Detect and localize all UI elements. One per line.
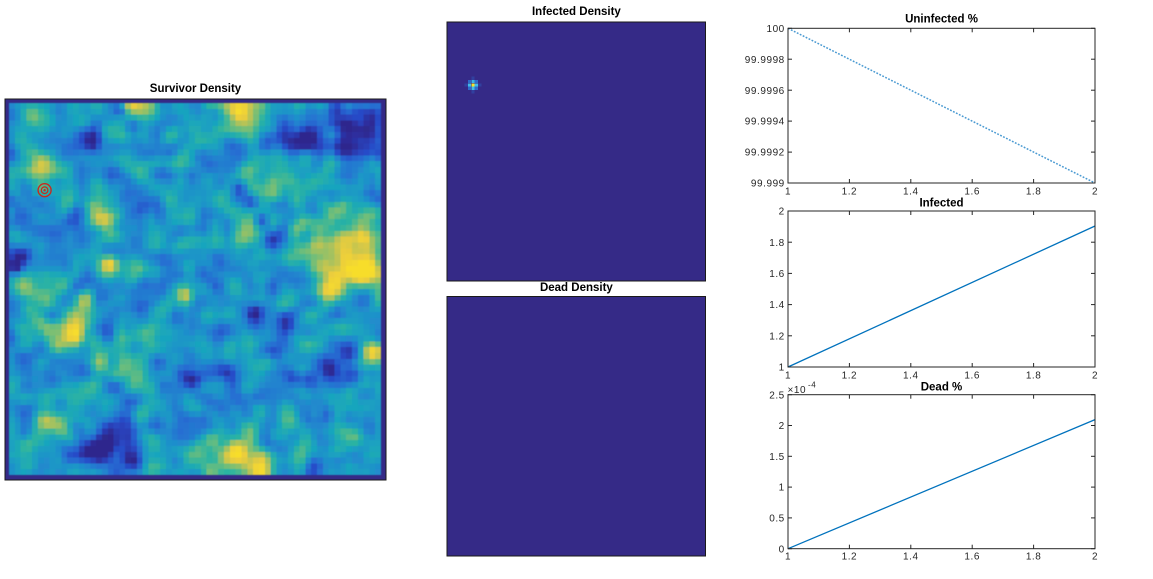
svg-text:1.8: 1.8 bbox=[769, 238, 785, 249]
svg-text:99.9994: 99.9994 bbox=[745, 117, 785, 128]
svg-text:2: 2 bbox=[779, 421, 785, 432]
svg-text:99.999: 99.999 bbox=[751, 179, 785, 190]
svg-text:1.6: 1.6 bbox=[964, 371, 980, 382]
svg-text:2.5: 2.5 bbox=[769, 390, 785, 401]
svg-text:2: 2 bbox=[1092, 552, 1098, 563]
svg-text:2: 2 bbox=[1092, 187, 1098, 198]
svg-text:1.6: 1.6 bbox=[964, 187, 980, 198]
svg-text:1.6: 1.6 bbox=[964, 552, 980, 563]
svg-text:1.2: 1.2 bbox=[842, 552, 858, 563]
svg-text:2: 2 bbox=[1092, 371, 1098, 382]
svg-text:100: 100 bbox=[766, 24, 784, 35]
svg-text:1: 1 bbox=[779, 363, 785, 374]
svg-text:Uninfected %: Uninfected % bbox=[905, 14, 978, 26]
svg-text:1.8: 1.8 bbox=[1026, 371, 1042, 382]
svg-text:Dead %: Dead % bbox=[921, 382, 963, 394]
svg-text:1.8: 1.8 bbox=[1026, 187, 1042, 198]
svg-text:99.9996: 99.9996 bbox=[745, 86, 785, 97]
svg-text:1.4: 1.4 bbox=[903, 552, 919, 563]
svg-text:1: 1 bbox=[785, 371, 791, 382]
svg-text:-4: -4 bbox=[808, 381, 816, 390]
svg-text:0.5: 0.5 bbox=[769, 514, 785, 525]
svg-text:99.9992: 99.9992 bbox=[745, 148, 785, 159]
svg-text:1.4: 1.4 bbox=[903, 187, 919, 198]
svg-text:1.5: 1.5 bbox=[769, 452, 785, 463]
svg-text:Infected: Infected bbox=[919, 198, 963, 210]
svg-text:1: 1 bbox=[785, 552, 791, 563]
svg-text:1.6: 1.6 bbox=[769, 269, 785, 280]
svg-text:1.4: 1.4 bbox=[769, 300, 785, 311]
svg-text:1.2: 1.2 bbox=[842, 187, 858, 198]
svg-text:1.8: 1.8 bbox=[1026, 552, 1042, 563]
svg-text:2: 2 bbox=[779, 207, 785, 218]
svg-text:1.2: 1.2 bbox=[842, 371, 858, 382]
svg-text:0: 0 bbox=[779, 544, 785, 555]
svg-text:×10: ×10 bbox=[788, 385, 807, 396]
svg-text:1: 1 bbox=[785, 187, 791, 198]
svg-text:1: 1 bbox=[779, 483, 785, 494]
svg-text:99.9998: 99.9998 bbox=[745, 55, 785, 66]
svg-text:1.4: 1.4 bbox=[903, 371, 919, 382]
svg-text:1.2: 1.2 bbox=[769, 331, 785, 342]
